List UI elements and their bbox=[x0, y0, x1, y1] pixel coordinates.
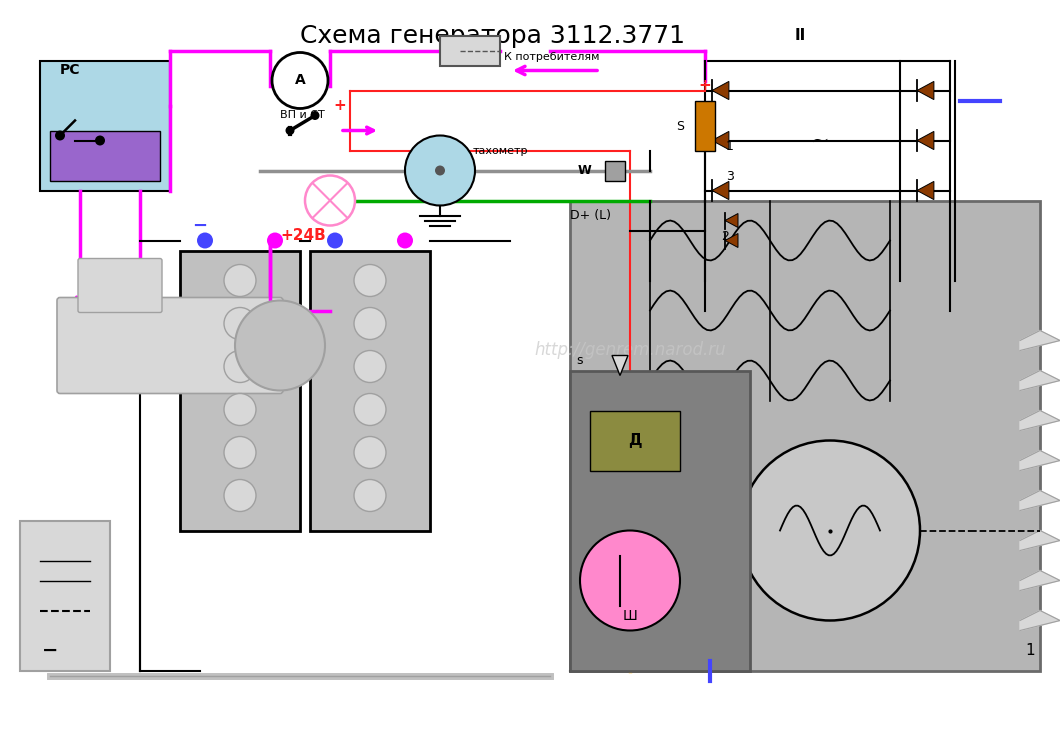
Text: D+ (L): D+ (L) bbox=[569, 209, 611, 222]
Polygon shape bbox=[1020, 370, 1060, 391]
Circle shape bbox=[311, 111, 319, 120]
Circle shape bbox=[224, 307, 257, 339]
Circle shape bbox=[197, 233, 213, 249]
Polygon shape bbox=[1020, 611, 1060, 631]
Text: Схема генератора 3112.3771: Схема генератора 3112.3771 bbox=[300, 23, 685, 47]
Polygon shape bbox=[612, 355, 628, 376]
Text: ВП и СТ: ВП и СТ bbox=[280, 110, 324, 120]
Text: http://genrem.narod.ru: http://genrem.narod.ru bbox=[534, 342, 726, 360]
Text: 3: 3 bbox=[726, 170, 734, 183]
FancyBboxPatch shape bbox=[78, 258, 162, 312]
Polygon shape bbox=[917, 182, 934, 200]
Text: +: + bbox=[334, 98, 347, 113]
Polygon shape bbox=[1020, 530, 1060, 550]
Text: S: S bbox=[676, 120, 684, 134]
Text: ~: ~ bbox=[811, 131, 829, 150]
Circle shape bbox=[305, 176, 355, 225]
Circle shape bbox=[354, 264, 386, 297]
Polygon shape bbox=[725, 234, 738, 248]
Circle shape bbox=[580, 530, 681, 631]
Circle shape bbox=[435, 165, 445, 176]
FancyBboxPatch shape bbox=[440, 35, 500, 65]
Text: К потребителям: К потребителям bbox=[505, 53, 600, 62]
Text: +: + bbox=[699, 79, 711, 94]
Text: Д: Д bbox=[629, 433, 641, 448]
Circle shape bbox=[224, 351, 257, 382]
Text: 1: 1 bbox=[726, 140, 734, 153]
Polygon shape bbox=[1020, 330, 1060, 351]
Text: тахометр: тахометр bbox=[473, 146, 528, 155]
Text: II: II bbox=[794, 28, 806, 43]
Text: W: W bbox=[578, 164, 591, 177]
Circle shape bbox=[55, 131, 65, 140]
FancyBboxPatch shape bbox=[695, 101, 716, 150]
Polygon shape bbox=[725, 213, 738, 228]
FancyBboxPatch shape bbox=[20, 520, 110, 671]
Circle shape bbox=[285, 126, 295, 135]
Circle shape bbox=[235, 300, 325, 391]
Polygon shape bbox=[1020, 451, 1060, 470]
Polygon shape bbox=[1020, 411, 1060, 430]
Polygon shape bbox=[712, 131, 729, 149]
FancyBboxPatch shape bbox=[40, 61, 170, 191]
Text: +24В: +24В bbox=[280, 228, 325, 243]
Polygon shape bbox=[712, 182, 729, 200]
Circle shape bbox=[354, 351, 386, 382]
Circle shape bbox=[740, 441, 920, 620]
Polygon shape bbox=[917, 81, 934, 100]
FancyBboxPatch shape bbox=[605, 161, 625, 180]
Circle shape bbox=[224, 264, 257, 297]
Circle shape bbox=[398, 233, 413, 249]
Text: Ш: Ш bbox=[622, 608, 637, 623]
Circle shape bbox=[95, 135, 105, 146]
Polygon shape bbox=[712, 81, 729, 100]
Text: −: − bbox=[193, 216, 208, 234]
FancyBboxPatch shape bbox=[590, 411, 681, 470]
Text: РС: РС bbox=[59, 64, 81, 77]
Circle shape bbox=[405, 135, 475, 206]
Polygon shape bbox=[1020, 490, 1060, 511]
FancyBboxPatch shape bbox=[57, 297, 283, 394]
Circle shape bbox=[224, 436, 257, 469]
FancyBboxPatch shape bbox=[50, 131, 160, 180]
Circle shape bbox=[354, 394, 386, 426]
Circle shape bbox=[224, 479, 257, 511]
Circle shape bbox=[272, 53, 328, 108]
FancyBboxPatch shape bbox=[180, 251, 300, 530]
Text: А: А bbox=[295, 74, 305, 88]
FancyBboxPatch shape bbox=[570, 201, 1040, 671]
FancyBboxPatch shape bbox=[570, 370, 750, 671]
Circle shape bbox=[354, 436, 386, 469]
FancyBboxPatch shape bbox=[310, 251, 430, 530]
Text: −: − bbox=[41, 641, 58, 659]
Circle shape bbox=[354, 479, 386, 511]
Text: 2: 2 bbox=[721, 231, 729, 243]
Circle shape bbox=[267, 233, 283, 249]
Circle shape bbox=[354, 307, 386, 339]
Polygon shape bbox=[917, 131, 934, 149]
Text: s: s bbox=[577, 354, 583, 367]
Circle shape bbox=[326, 233, 343, 249]
Polygon shape bbox=[1020, 571, 1060, 590]
Circle shape bbox=[224, 394, 257, 426]
Text: 1: 1 bbox=[1025, 643, 1035, 658]
